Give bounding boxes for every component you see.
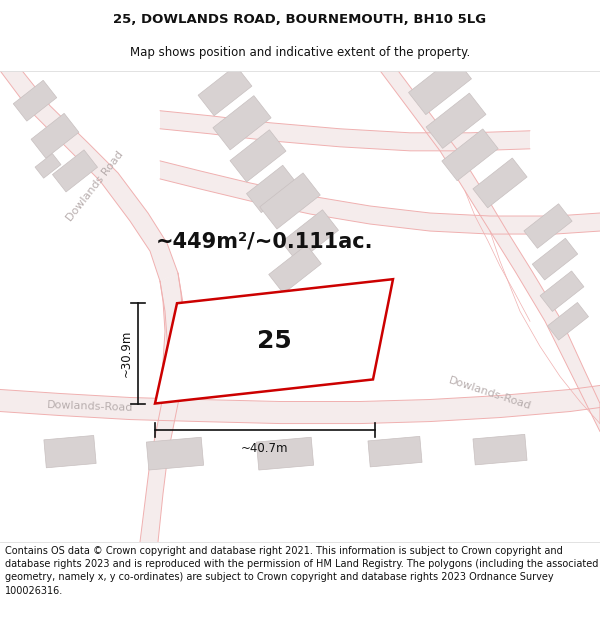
Text: Map shows position and indicative extent of the property.: Map shows position and indicative extent…: [130, 46, 470, 59]
Bar: [426, 93, 486, 148]
Bar: [524, 204, 572, 248]
Text: ~449m²/~0.111ac.: ~449m²/~0.111ac.: [156, 231, 374, 251]
Bar: [532, 238, 578, 280]
Text: Dowlands Road: Dowlands Road: [65, 149, 125, 223]
Text: Dowlands-Road: Dowlands-Road: [448, 376, 533, 412]
Text: Dowlands-Road: Dowlands-Road: [47, 400, 133, 413]
Bar: [31, 113, 79, 158]
Text: Contains OS data © Crown copyright and database right 2021. This information is : Contains OS data © Crown copyright and d…: [5, 546, 598, 596]
Polygon shape: [160, 161, 600, 234]
Polygon shape: [160, 111, 530, 151]
Bar: [281, 210, 338, 262]
Bar: [269, 245, 322, 294]
Text: ~30.9m: ~30.9m: [120, 330, 133, 377]
Text: ~40.7m: ~40.7m: [241, 442, 289, 454]
Bar: [198, 66, 252, 116]
Bar: [256, 438, 314, 470]
Polygon shape: [0, 386, 600, 424]
Bar: [230, 130, 286, 182]
Text: 25: 25: [257, 329, 292, 353]
Bar: [247, 165, 298, 212]
Polygon shape: [140, 273, 186, 542]
Bar: [368, 436, 422, 467]
Bar: [52, 150, 98, 192]
Polygon shape: [160, 273, 183, 386]
Bar: [44, 436, 96, 468]
Bar: [473, 158, 527, 208]
Bar: [35, 154, 61, 178]
Bar: [213, 96, 271, 150]
Bar: [260, 173, 320, 229]
Bar: [547, 302, 589, 340]
Bar: [146, 438, 203, 470]
Polygon shape: [0, 71, 178, 281]
Polygon shape: [380, 71, 600, 432]
Bar: [473, 434, 527, 465]
Bar: [442, 129, 498, 181]
Bar: [540, 271, 584, 311]
Text: 25, DOWLANDS ROAD, BOURNEMOUTH, BH10 5LG: 25, DOWLANDS ROAD, BOURNEMOUTH, BH10 5LG: [113, 13, 487, 26]
Bar: [13, 80, 57, 121]
Bar: [409, 57, 472, 114]
Polygon shape: [155, 279, 393, 404]
